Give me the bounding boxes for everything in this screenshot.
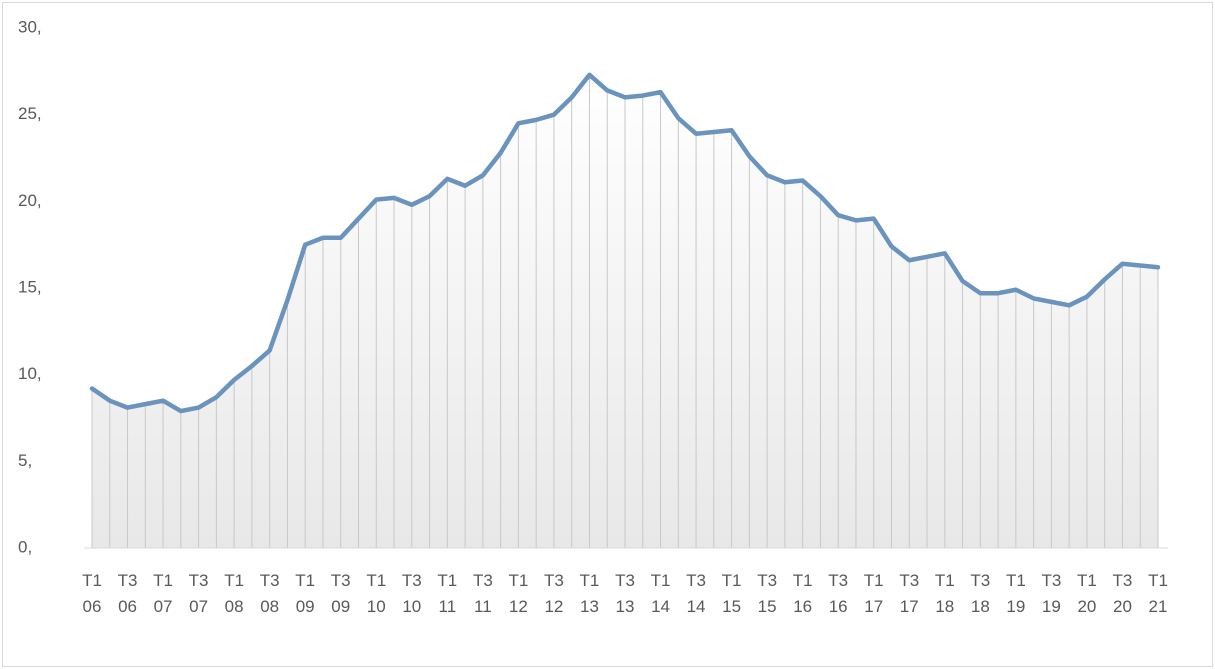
x-tick-label: T1 09 — [295, 571, 316, 616]
line — [89, 72, 1161, 414]
x-tick-label: T1 16 — [792, 571, 813, 616]
x-tick-label: T1 13 — [579, 571, 600, 616]
x-tick-label: T1 12 — [508, 571, 529, 616]
x-tick-label: T1 06 — [82, 571, 102, 616]
x-tick-label: T1 15 — [721, 571, 742, 616]
y-tick-label: 30, — [18, 17, 42, 36]
x-tick-label: T3 08 — [259, 571, 280, 616]
x-tick-label: T3 09 — [330, 571, 351, 616]
x-tick-label: T1 17 — [863, 571, 884, 616]
x-tick-label: T3 19 — [1041, 571, 1062, 616]
y-tick-label: 15, — [18, 277, 42, 296]
x-tick-label: T3 15 — [757, 571, 778, 616]
y-tick-label: 5, — [18, 451, 32, 470]
x-tick-label: T1 20 — [1077, 571, 1097, 616]
x-tick-label: T3 18 — [970, 571, 991, 616]
x-tick-label: T1 08 — [224, 571, 245, 616]
x-tick-label: T1 07 — [153, 571, 173, 616]
x-tick-label: T1 19 — [1005, 571, 1026, 616]
x-tick-label: T1 11 — [437, 571, 458, 616]
x-tick-label: T1 10 — [366, 571, 387, 616]
x-tick-label: T3 06 — [117, 571, 138, 616]
x-tick-label: T3 14 — [686, 571, 706, 616]
y-tick-label: 0, — [18, 537, 32, 556]
x-tick-label: T1 14 — [650, 571, 671, 616]
x-tick-label: T3 16 — [828, 571, 849, 616]
x-tick-label: T3 07 — [188, 571, 209, 616]
x-tick-label: T3 13 — [615, 571, 635, 616]
x-tick-label: T1 21 — [1148, 571, 1168, 616]
y-tick-label: 10, — [18, 364, 42, 383]
x-tick-label: T1 18 — [934, 571, 955, 616]
x-tick-label: T3 12 — [544, 571, 564, 616]
x-tick-label: T3 17 — [899, 571, 920, 616]
y-tick-label: 20, — [18, 191, 42, 210]
x-tick-label: T3 11 — [472, 571, 493, 616]
y-tick-label: 25, — [18, 104, 42, 123]
x-tick-label: T3 20 — [1112, 571, 1133, 616]
x-tick-label: T3 10 — [401, 571, 422, 616]
